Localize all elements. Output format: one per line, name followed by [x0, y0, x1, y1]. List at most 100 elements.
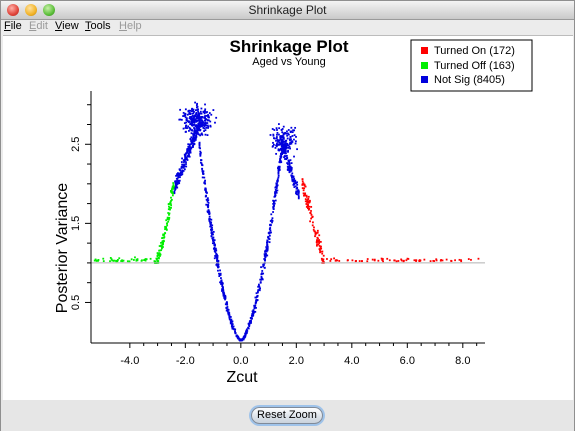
data-point	[303, 193, 306, 196]
legend-label-turned-off: Turned Off (163)	[434, 60, 515, 72]
data-point	[219, 269, 221, 272]
data-point	[284, 155, 287, 158]
data-point	[102, 260, 105, 263]
data-point	[190, 118, 193, 121]
data-point	[205, 114, 208, 117]
data-point	[200, 116, 203, 119]
close-window-icon[interactable]	[7, 4, 19, 16]
data-point	[202, 124, 205, 126]
data-point	[308, 201, 311, 203]
data-point	[158, 249, 161, 252]
data-point	[287, 132, 289, 135]
x-axis-ticks: -4.0 -2.0 0.0 2.0 4.0 6.0 8.0	[120, 343, 478, 367]
data-point	[102, 257, 105, 260]
data-point	[190, 120, 193, 123]
data-point	[282, 147, 285, 150]
data-point	[297, 190, 300, 193]
data-point	[284, 158, 286, 160]
data-point	[185, 161, 187, 164]
data-point	[288, 145, 291, 148]
reset-zoom-button[interactable]: Reset Zoom	[251, 407, 323, 424]
data-point	[252, 309, 255, 312]
shrinkage-scatter-plot[interactable]: -4.0 -2.0 0.0 2.0 4.0 6.0 8.0 0.5 1.5 2.5 Shrink…	[3, 36, 573, 400]
data-point	[194, 125, 197, 128]
data-point	[195, 124, 198, 127]
data-point	[287, 149, 289, 152]
data-point	[178, 179, 181, 182]
data-point	[216, 256, 219, 259]
data-point	[296, 190, 299, 192]
data-point	[284, 150, 287, 153]
data-point	[268, 234, 271, 237]
data-point	[303, 184, 306, 187]
data-point	[199, 118, 202, 120]
data-point	[187, 110, 190, 113]
data-point	[276, 133, 278, 136]
data-point	[183, 159, 186, 161]
data-point	[237, 336, 240, 339]
data-point	[277, 170, 280, 173]
data-point	[252, 312, 255, 315]
data-point	[276, 185, 278, 188]
data-point	[279, 159, 281, 162]
data-point	[400, 259, 403, 262]
data-point	[179, 176, 181, 179]
menu-edit[interactable]: Edit	[29, 20, 48, 32]
data-point	[316, 240, 319, 243]
data-point	[278, 127, 281, 130]
data-point	[198, 123, 201, 125]
data-point	[209, 120, 212, 123]
data-point	[266, 245, 269, 247]
data-point	[441, 259, 444, 262]
data-point	[283, 156, 285, 159]
data-point	[381, 259, 384, 262]
data-point	[287, 129, 290, 131]
data-point	[277, 172, 280, 175]
data-point	[201, 133, 204, 136]
data-point	[190, 132, 193, 135]
menu-tools[interactable]: Tools	[85, 20, 111, 32]
menu-file[interactable]: File	[4, 20, 22, 32]
data-point	[288, 169, 291, 172]
data-point	[260, 266, 262, 269]
data-point	[231, 320, 234, 323]
data-point	[293, 138, 295, 141]
data-point	[196, 117, 199, 120]
data-point	[232, 328, 235, 330]
data-point	[109, 257, 112, 259]
data-point	[275, 152, 278, 155]
data-point	[279, 153, 282, 155]
data-point	[321, 259, 324, 262]
data-point	[234, 330, 236, 333]
data-point	[319, 249, 321, 252]
data-point	[208, 218, 211, 221]
data-point	[209, 218, 212, 221]
data-point	[199, 129, 201, 132]
data-point	[282, 146, 285, 149]
data-point	[321, 252, 324, 255]
plot-panel[interactable]: -4.0 -2.0 0.0 2.0 4.0 6.0 8.0 0.5 1.5 2.5 Shrink…	[3, 35, 573, 401]
data-point	[210, 113, 213, 116]
data-point	[204, 187, 207, 190]
data-point	[182, 115, 184, 117]
menu-view[interactable]: View	[55, 20, 79, 32]
data-point	[212, 109, 215, 111]
zoom-window-icon[interactable]	[43, 4, 55, 16]
data-point	[252, 314, 255, 317]
data-point	[403, 259, 405, 262]
data-point	[269, 223, 272, 226]
data-point	[296, 186, 299, 189]
data-point	[366, 260, 369, 263]
data-point	[217, 269, 219, 272]
minimize-window-icon[interactable]	[25, 4, 37, 16]
menu-help[interactable]: Help	[119, 20, 142, 32]
data-point	[208, 220, 211, 223]
data-point	[175, 182, 178, 185]
data-point	[207, 116, 210, 119]
data-point	[271, 145, 274, 148]
data-point	[302, 189, 305, 192]
data-point	[173, 191, 176, 194]
data-point	[197, 112, 200, 114]
data-point	[316, 243, 318, 246]
data-point	[310, 214, 313, 216]
